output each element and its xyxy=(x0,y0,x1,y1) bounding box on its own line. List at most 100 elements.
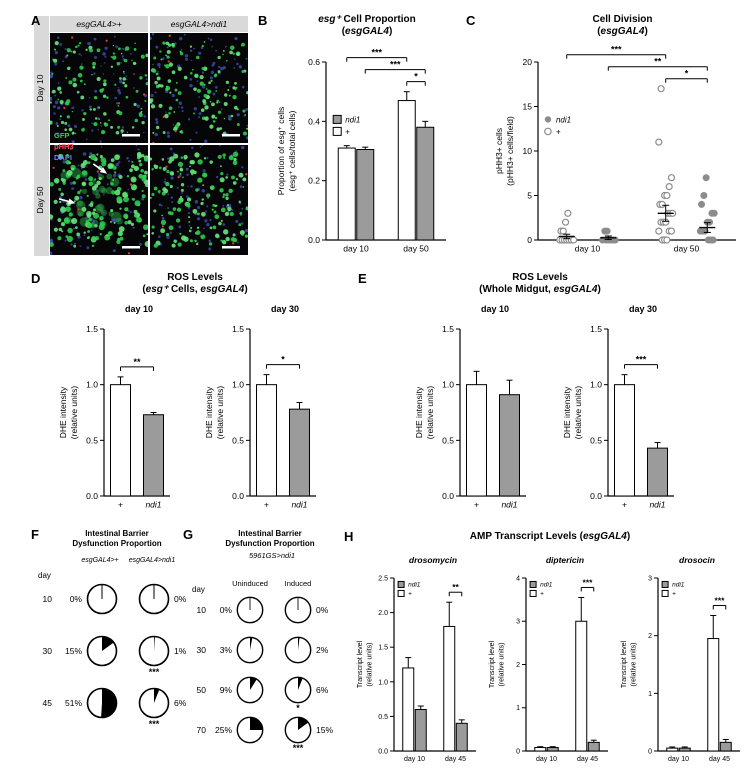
pct-left: 3% xyxy=(219,645,232,655)
chart-c-title-line2: (esgGAL4) xyxy=(597,26,648,37)
pct-right: 1% xyxy=(174,646,187,656)
subchart-d-day30: day 30 0.0 0.5 1.0 1.5 DHE intensity (relativ… xyxy=(204,302,328,514)
svg-text:0: 0 xyxy=(648,748,652,755)
panel-g-col-uninduced: Uninduced xyxy=(232,579,268,588)
pie-chart-right xyxy=(284,676,312,704)
svg-text:0.2: 0.2 xyxy=(308,176,320,186)
svg-text:+: + xyxy=(540,590,544,597)
svg-text:DHE intensity: DHE intensity xyxy=(414,386,424,438)
subchart-e-day30-title: day 30 xyxy=(628,304,658,314)
svg-text:+: + xyxy=(264,500,269,510)
significance: *** xyxy=(292,743,304,753)
svg-text:day 10: day 10 xyxy=(536,756,557,763)
svg-text:***: *** xyxy=(371,48,382,58)
svg-text:1.0: 1.0 xyxy=(590,380,602,390)
chart-ros-midgut-day10: 0.0 0.5 1.0 1.5 DHE intensity (relative units… xyxy=(414,317,538,514)
row-day: 50 xyxy=(196,685,206,695)
row-day: 45 xyxy=(42,698,52,708)
panel-label-b: B xyxy=(258,13,268,28)
svg-text:ndi1: ndi1 xyxy=(556,115,571,124)
svg-text:Proportion of esg⁺ cells: Proportion of esg⁺ cells xyxy=(276,107,286,196)
svg-text:1.5: 1.5 xyxy=(86,324,98,334)
svg-text:1.0: 1.0 xyxy=(378,679,388,686)
svg-text:1.5: 1.5 xyxy=(590,324,602,334)
significance: * xyxy=(296,703,300,713)
svg-text:day 10: day 10 xyxy=(404,756,425,763)
svg-text:0: 0 xyxy=(516,748,520,755)
svg-text:+: + xyxy=(672,590,676,597)
chart-amp-drosocin: 0 1 2 3 Transcript level (relative units) day … xyxy=(618,568,746,767)
svg-text:day 50: day 50 xyxy=(403,244,429,254)
svg-text:1.5: 1.5 xyxy=(232,324,244,334)
svg-text:ndi1: ndi1 xyxy=(672,581,685,588)
pct-right: 15% xyxy=(316,725,334,735)
chart-esg-cell-proportion: 0.0 0.2 0.4 0.6 Proportion of esg⁺ cells (esg… xyxy=(276,42,456,258)
panel-label-g: G xyxy=(183,527,194,542)
panel-g-col-induced: Induced xyxy=(284,579,312,588)
svg-text:5: 5 xyxy=(527,190,532,200)
panel-g-title: Intestinal Barrier Dysfunction Proportio… xyxy=(196,529,344,548)
panel-g-genotype: 5961GS>ndi1 xyxy=(248,551,296,560)
svg-text:(relative units): (relative units) xyxy=(425,386,435,440)
row-day: 30 xyxy=(196,645,206,655)
svg-text:0.0: 0.0 xyxy=(86,491,98,501)
pie-chart-left xyxy=(86,687,118,719)
panel-label-d: D xyxy=(31,271,41,286)
svg-text:2: 2 xyxy=(648,633,652,640)
panel-f-title-line1: Intestinal Barrier xyxy=(85,529,149,538)
svg-text:0.0: 0.0 xyxy=(378,748,388,755)
panel-h-title: AMP Transcript Levels (esgGAL4) xyxy=(469,531,631,542)
stain-label-phh3: pHH3 xyxy=(54,142,74,151)
chart-h1-title: drosomycin xyxy=(408,555,458,565)
micrograph-day10-control xyxy=(50,33,148,143)
svg-text:day 50: day 50 xyxy=(674,244,700,254)
svg-text:0.0: 0.0 xyxy=(590,491,602,501)
pie-chart-left xyxy=(236,596,264,624)
panel-label-f: F xyxy=(31,527,39,542)
svg-text:***: *** xyxy=(390,60,401,70)
row-day: 10 xyxy=(42,594,52,604)
pct-right: 6% xyxy=(316,685,329,695)
svg-text:2.0: 2.0 xyxy=(378,610,388,617)
stain-label-dapi: DAPI xyxy=(54,153,72,162)
panel-d-title-line1: ROS Levels xyxy=(167,272,223,283)
pct-right: 6% xyxy=(174,698,187,708)
chart-amp-drosomycin: 0.0 0.5 1.0 1.5 2.0 2.5 Transcript level (relat… xyxy=(354,568,482,767)
svg-text:DHE intensity: DHE intensity xyxy=(562,386,572,438)
svg-text:(relative units): (relative units) xyxy=(499,643,506,687)
subchart-d-day30-title: day 30 xyxy=(270,304,300,314)
svg-text:DHE intensity: DHE intensity xyxy=(204,386,214,438)
panel-a-col-header-control: esgGAL4>+ xyxy=(50,16,148,32)
panel-label-c: C xyxy=(466,13,476,28)
subchart-e-day30: day 30 0.0 0.5 1.0 1.5 DHE intensity (relativ… xyxy=(562,302,686,514)
pie-chart-right xyxy=(284,596,312,624)
pie-chart-left xyxy=(86,635,118,667)
svg-text:day 45: day 45 xyxy=(445,756,466,763)
chart-c-title: Cell Division (esgGAL4) xyxy=(505,14,740,38)
panel-g-day-label: day xyxy=(192,585,205,594)
svg-text:ndi1: ndi1 xyxy=(540,581,553,588)
subchart-h-diptericin: diptericin 0 1 2 3 4 Transcript level (relativ… xyxy=(486,553,614,767)
svg-text:pHH3+ cells: pHH3+ cells xyxy=(494,128,504,174)
svg-text:0.5: 0.5 xyxy=(232,435,244,445)
panel-e-title-line1: ROS Levels xyxy=(512,272,568,283)
svg-text:1.0: 1.0 xyxy=(232,380,244,390)
pie-chart-right xyxy=(284,636,312,664)
svg-text:(esg⁺ cells/total cells): (esg⁺ cells/total cells) xyxy=(287,110,297,191)
svg-text:0.5: 0.5 xyxy=(86,435,98,445)
significance: *** xyxy=(148,719,160,729)
svg-text:ndi1: ndi1 xyxy=(145,500,161,510)
svg-text:ndi1: ndi1 xyxy=(408,581,421,588)
panel-d-title-line2: (esg⁺ Cells, esgGAL4) xyxy=(142,284,248,295)
svg-text:***: *** xyxy=(715,595,726,605)
panel-g-title-line1: Intestinal Barrier xyxy=(238,529,302,538)
svg-text:day 10: day 10 xyxy=(343,244,369,254)
svg-text:+: + xyxy=(345,127,350,136)
svg-text:*: * xyxy=(685,69,689,79)
pie-chart-right xyxy=(138,687,170,719)
svg-text:0.6: 0.6 xyxy=(308,57,320,67)
micrograph-day50-ndi1 xyxy=(150,145,248,255)
svg-text:Transcript level: Transcript level xyxy=(357,640,364,688)
svg-text:0.5: 0.5 xyxy=(378,714,388,721)
